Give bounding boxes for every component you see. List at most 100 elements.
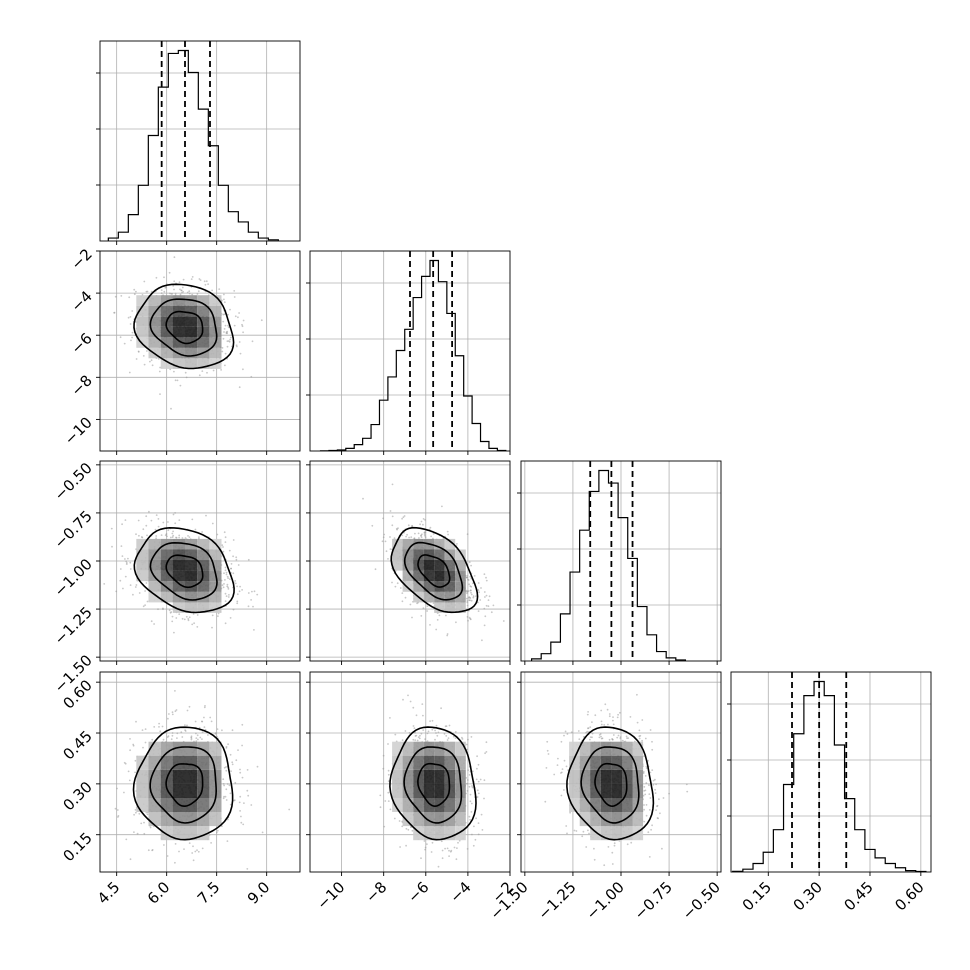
sample-point [466,848,469,850]
sample-point [401,534,404,537]
density-cell [160,337,173,348]
sample-point [230,770,232,773]
sample-point [472,844,475,847]
sample-point [192,845,194,848]
sample-point [142,355,145,357]
sample-point [186,291,189,294]
sample-point [436,734,439,737]
sample-point [477,780,480,783]
sample-point [466,790,469,792]
sample-point [407,828,410,831]
sample-point [422,714,424,717]
sample-point [228,784,231,787]
sample-point [195,737,198,739]
contour-level-1 [132,726,234,841]
sample-point [110,527,113,530]
sample-point [198,278,201,280]
sample-point [409,603,412,606]
sample-point [241,744,244,747]
scatter-panel-2-1: −10−8−6−4−2 [61,245,301,455]
sample-point [553,773,556,776]
sample-point [197,290,200,293]
sample-point [188,292,191,295]
sample-point [470,599,473,602]
density-cell [444,826,456,841]
sample-point [452,735,455,738]
sample-point [122,587,124,590]
sample-point [174,512,177,514]
contour-level-2 [149,541,218,601]
sample-point [487,599,490,601]
density-cell [172,295,185,306]
sample-point [469,793,472,796]
sample-point [211,289,214,292]
sample-point [371,524,374,527]
sample-point [288,808,291,811]
sample-point [131,336,134,339]
sample-point [135,720,137,723]
sample-point [196,734,199,737]
density-cell [209,549,222,561]
sample-point [387,558,389,560]
density-cell [413,783,424,798]
sample-point [171,615,174,618]
sample-point [256,765,259,768]
y-tick-label: −1.25 [51,603,96,648]
sample-point [423,531,426,534]
sample-point [424,848,426,851]
sample-point [128,296,131,299]
sample-point [223,784,226,787]
sample-point [223,766,226,769]
density-cell [444,797,456,812]
sample-point [435,724,438,727]
sample-point [483,591,486,593]
y-tick-label: −0.75 [51,507,96,552]
sample-point [181,286,184,289]
sample-point [168,271,171,274]
sample-point [423,533,426,536]
panel-frame [309,671,511,873]
sample-point [383,825,386,828]
sample-point [158,370,161,373]
sample-point [403,515,406,517]
sample-point [401,592,404,594]
sample-point [129,584,132,586]
sample-point [201,731,204,734]
sample-point [188,705,191,708]
sample-point [191,293,194,296]
scatter-panel-3-2 [306,460,511,665]
sample-point [478,591,480,594]
sample-point [468,561,471,564]
sample-point [192,859,195,862]
density-cell [197,337,210,348]
sample-point [231,763,234,766]
sample-point [227,588,230,590]
sample-point [175,617,178,619]
sample-point [230,563,233,565]
sample-point [483,573,486,576]
sample-point [410,536,413,538]
sample-point [172,513,175,516]
density-cell [136,295,149,306]
sample-point [387,800,390,802]
sample-point [220,369,223,371]
density-cell [423,826,435,841]
sample-point [382,754,385,757]
sample-point [196,626,199,628]
sample-point [170,611,173,613]
sample-point [239,795,242,798]
density-cell [148,538,161,550]
sample-point [448,724,451,727]
sample-point [121,555,124,557]
sample-point [224,541,227,543]
sample-point [146,600,149,603]
sample-point [159,393,161,395]
sample-point [454,737,457,739]
density-cell [185,316,198,327]
sample-point [173,631,175,634]
sample-point [224,324,227,327]
density-cell [160,347,173,359]
density-cell [185,549,198,561]
panel-frame [99,40,301,242]
sample-point [144,590,147,592]
